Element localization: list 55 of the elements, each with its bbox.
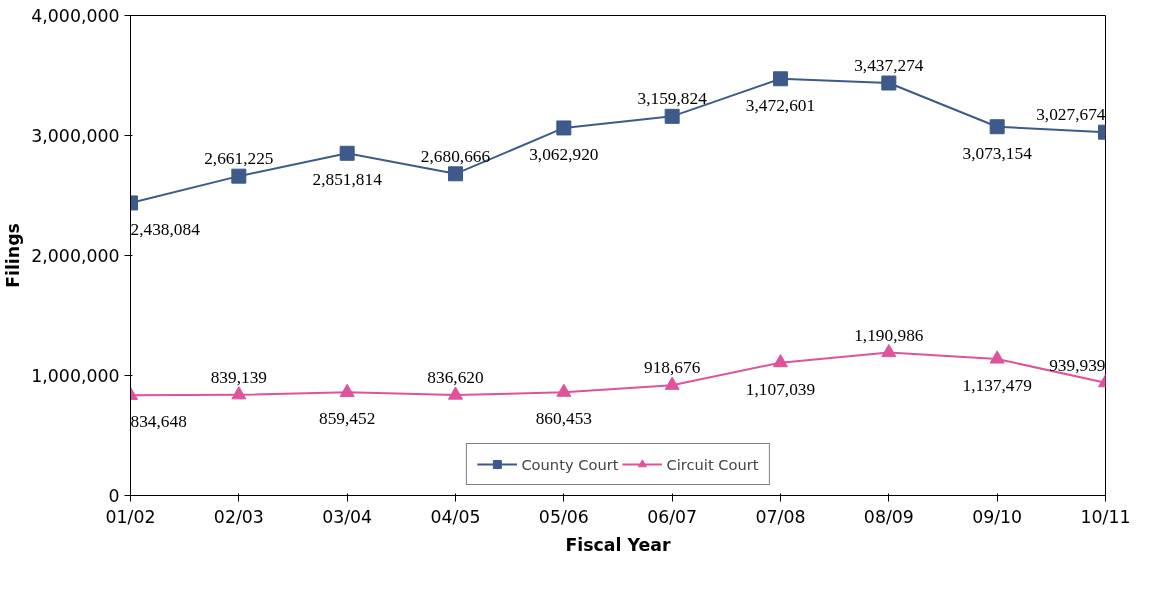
point: [339, 383, 355, 397]
y-tick-label: 2,000,000: [31, 246, 120, 266]
point: [664, 376, 680, 390]
x-tick-label: 10/11: [1080, 506, 1131, 527]
data-label: 839,139: [210, 367, 267, 387]
data-label: 3,437,274: [854, 56, 924, 76]
x-tick-label: 06/07: [647, 506, 698, 527]
data-label: 2,438,084: [130, 219, 201, 239]
data-label: 834,648: [130, 412, 187, 432]
data-label: 2,661,225: [204, 149, 274, 169]
point: [773, 354, 788, 368]
data-label: 939,939: [1049, 355, 1106, 375]
point: [231, 386, 247, 400]
point: [989, 350, 1005, 364]
x-tick-label: 05/06: [538, 506, 589, 527]
point: [989, 119, 1005, 135]
data-label: 859,452: [319, 409, 376, 429]
data-label: 2,680,666: [420, 146, 491, 166]
data-label: 3,159,824: [637, 89, 708, 109]
data-label: 1,107,039: [745, 379, 816, 399]
legend-label: Circuit Court: [666, 455, 759, 473]
y-tick-label: 1,000,000: [31, 366, 120, 386]
point: [231, 168, 247, 184]
point: [556, 383, 572, 397]
data-label: 3,027,674: [1036, 105, 1106, 125]
legend-label: County Court: [521, 455, 619, 473]
data-label: 3,073,154: [962, 143, 1033, 163]
point: [881, 75, 897, 91]
data-label: 860,453: [535, 409, 592, 429]
data-label: 2,851,814: [312, 170, 383, 190]
data-label: 3,062,920: [529, 144, 599, 164]
x-tick-label: 04/05: [430, 506, 481, 527]
x-tick-label: 09/10: [972, 506, 1023, 527]
x-tick-label: 03/04: [322, 506, 373, 527]
data-label: 918,676: [644, 358, 701, 378]
data-label: 3,472,601: [745, 95, 816, 115]
data-label: 836,620: [427, 368, 484, 388]
y-tick-label: 4,000,000: [31, 6, 120, 26]
point: [664, 108, 680, 124]
x-axis-title: Fiscal Year: [565, 534, 671, 555]
point: [339, 145, 355, 161]
point: [448, 166, 463, 182]
point: [773, 71, 788, 87]
y-tick-label: 3,000,000: [31, 126, 120, 146]
x-tick-label: 02/03: [213, 506, 264, 527]
y-tick-label: 0: [108, 486, 120, 506]
point: [881, 344, 897, 358]
point: [556, 120, 572, 136]
x-tick-label: 01/02: [105, 506, 156, 527]
x-tick-label: 07/08: [755, 506, 806, 527]
data-label: 1,137,479: [962, 376, 1032, 395]
y-axis-title: Filings: [3, 223, 24, 288]
point: [448, 386, 463, 400]
x-tick-label: 08/09: [863, 506, 914, 527]
data-label: 1,190,986: [854, 325, 924, 345]
